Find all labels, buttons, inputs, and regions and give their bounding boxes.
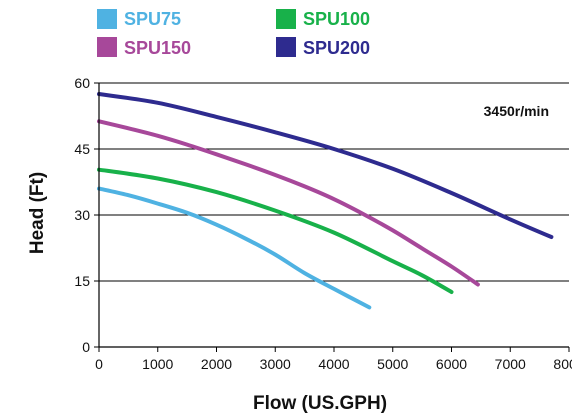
x-tick-label-4000: 4000	[318, 356, 349, 372]
x-tick-label-1000: 1000	[142, 356, 173, 372]
legend-swatch-spu75	[97, 9, 117, 29]
legend-label-spu150: SPU150	[124, 38, 191, 58]
y-tick-label-0: 0	[82, 339, 90, 355]
x-tick-label-8000: 8000	[553, 356, 572, 372]
curve-spu100	[99, 170, 452, 292]
y-axis-title: Head (Ft)	[27, 172, 48, 254]
legend-label-spu200: SPU200	[303, 38, 370, 58]
x-tick-label-2000: 2000	[201, 356, 232, 372]
y-tick-label-30: 30	[74, 207, 90, 223]
legend-label-spu100: SPU100	[303, 9, 370, 29]
axes: 0 15 30 45 60 0 1000 2000 3000 4000 5000 6000 7000 80…	[74, 75, 572, 372]
speed-annotation: 3450r/min	[484, 103, 549, 119]
y-tick-label-45: 45	[74, 141, 90, 157]
y-tick-label-15: 15	[74, 273, 90, 289]
curves	[99, 94, 551, 307]
curve-spu75	[99, 189, 369, 308]
x-tick-label-5000: 5000	[377, 356, 408, 372]
legend-swatch-spu200	[276, 37, 296, 57]
x-tick-label-3000: 3000	[260, 356, 291, 372]
legend-swatch-spu100	[276, 9, 296, 29]
legend-label-spu75: SPU75	[124, 9, 181, 29]
x-tick-label-7000: 7000	[495, 356, 526, 372]
legend: SPU75 SPU100 SPU150 SPU200	[97, 9, 370, 58]
x-tick-label-0: 0	[95, 356, 103, 372]
x-tick-label-6000: 6000	[436, 356, 467, 372]
legend-swatch-spu150	[97, 37, 117, 57]
x-axis-title: Flow (US.GPH)	[253, 393, 387, 414]
y-tick-label-60: 60	[74, 75, 90, 91]
